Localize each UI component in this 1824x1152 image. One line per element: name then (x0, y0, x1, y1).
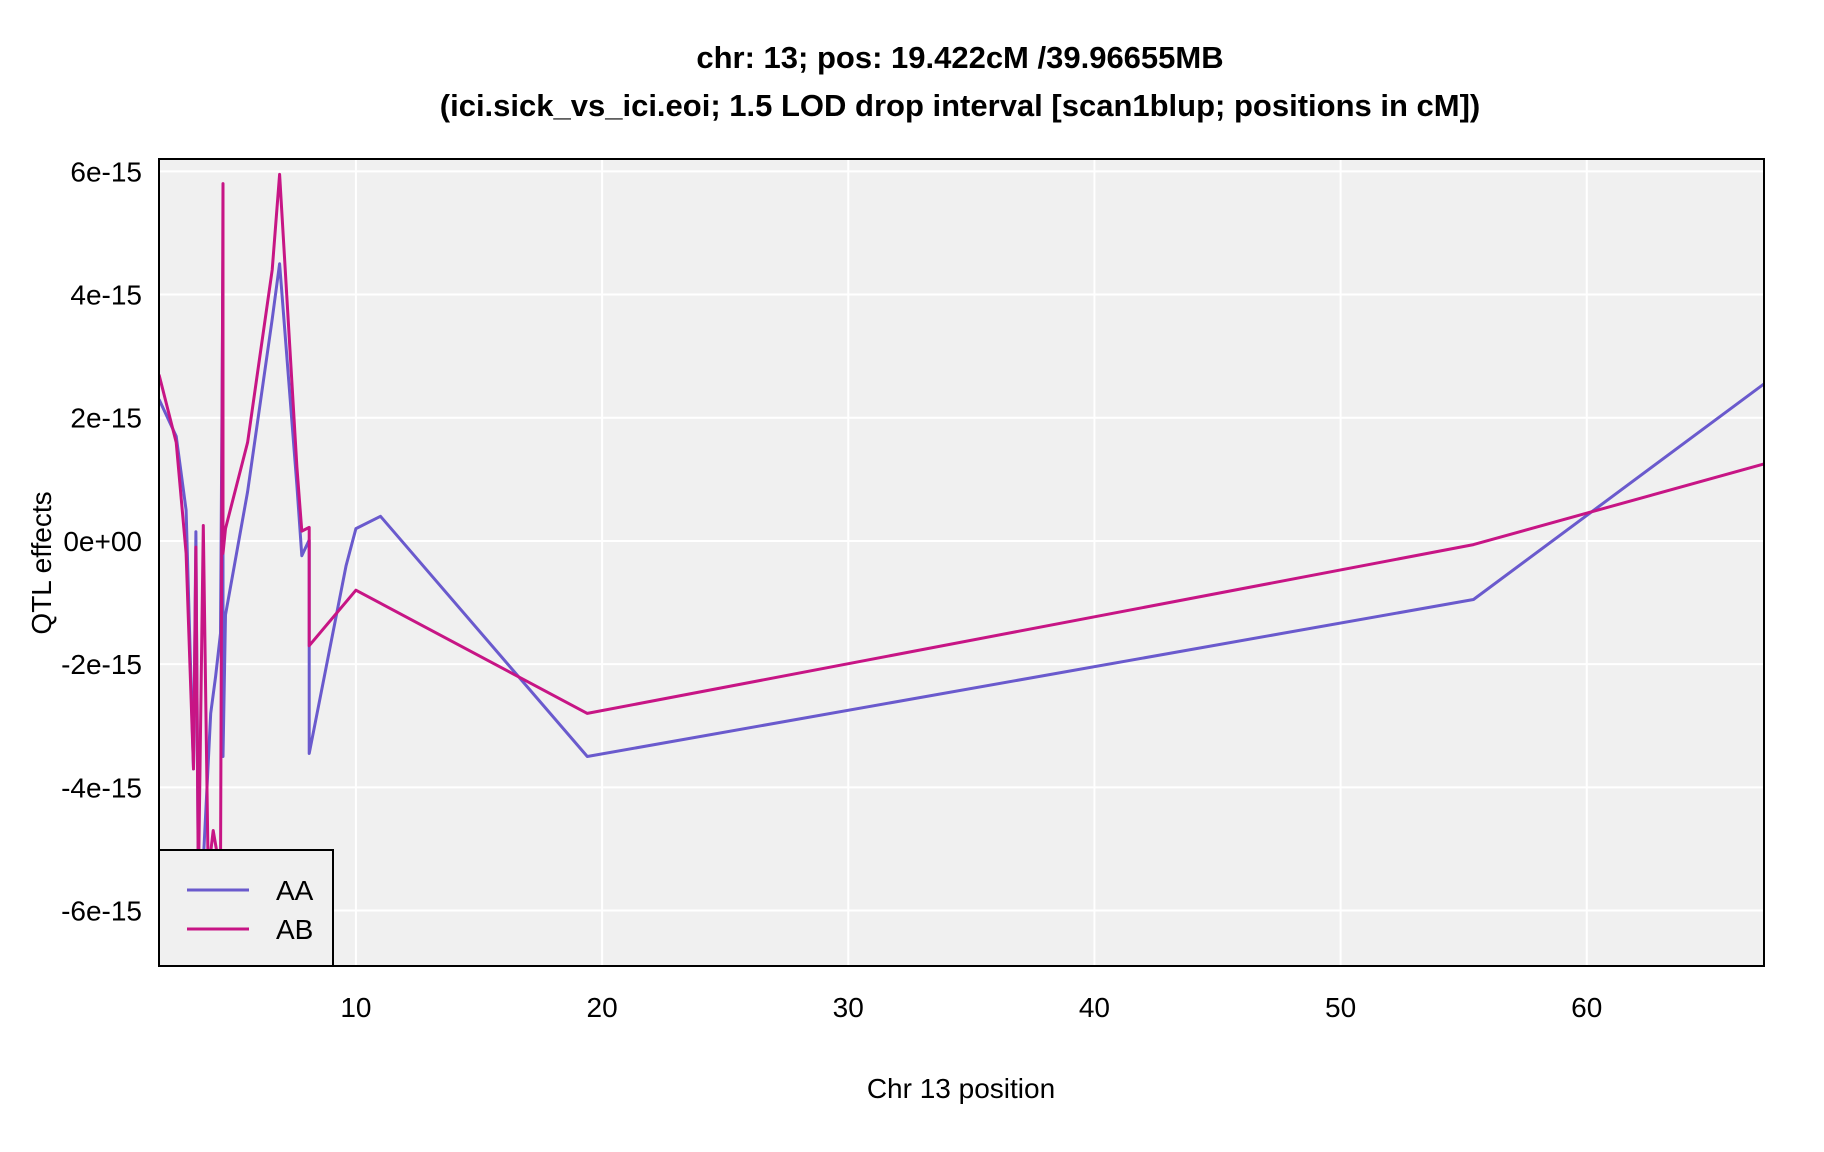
chart-title: chr: 13; pos: 19.422cM /39.96655MB (696, 40, 1223, 75)
chart-subtitle: (ici.sick_vs_ici.eoi; 1.5 LOD drop inter… (440, 88, 1480, 123)
x-tick-label: 60 (1571, 992, 1602, 1023)
y-tick-label: -4e-15 (61, 772, 142, 803)
plot-frame (158, 158, 1765, 967)
legend-label-ab: AB (276, 914, 313, 945)
y-axis-label: QTL effects (26, 491, 57, 634)
legend-label-aa: AA (276, 875, 314, 906)
x-tick-label: 20 (587, 992, 618, 1023)
y-axis-ticks: 6e-15 4e-15 2e-15 0e+00 -2e-15 -4e-15 -6e-15 (61, 156, 142, 926)
legend: AA AB (158, 849, 334, 967)
x-tick-label: 40 (1079, 992, 1110, 1023)
x-axis-label: Chr 13 position (867, 1073, 1055, 1104)
x-tick-label: 30 (833, 992, 864, 1023)
x-tick-label: 50 (1325, 992, 1356, 1023)
y-tick-label: 2e-15 (70, 403, 142, 434)
legend-box (158, 849, 334, 967)
x-tick-label: 10 (340, 992, 371, 1023)
x-axis-ticks: 10 20 30 40 50 60 (340, 992, 1602, 1023)
series-line-ab (159, 172, 1764, 888)
y-tick-label: -6e-15 (61, 896, 142, 927)
plot-background (159, 159, 1764, 966)
y-tick-label: -2e-15 (61, 649, 142, 680)
y-tick-label: 0e+00 (63, 526, 142, 557)
series-layer (159, 172, 1764, 900)
y-tick-label: 6e-15 (70, 156, 142, 187)
grid-lines (159, 159, 1764, 966)
y-tick-label: 4e-15 (70, 280, 142, 311)
